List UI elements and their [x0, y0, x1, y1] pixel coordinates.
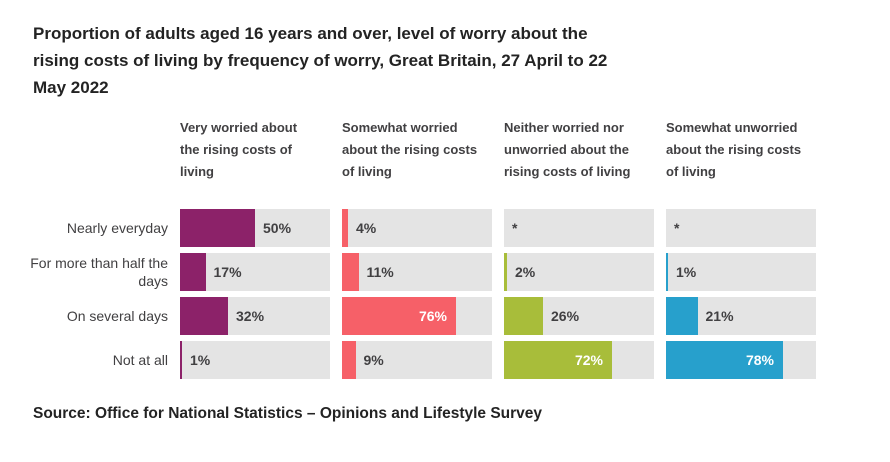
panel-header-3: Neither worried nor unworried about the ri… — [504, 117, 654, 203]
bar-cell: 9% — [342, 341, 492, 379]
panel-header-4: Somewhat unworried about the rising costs… — [666, 117, 816, 203]
bar-value-label: 78% — [745, 352, 774, 368]
panel-header-line: Somewhat worried — [342, 120, 458, 135]
bar-value-label: 17% — [213, 264, 242, 280]
chart-grid: Very worried about the rising costs of liv… — [0, 117, 890, 379]
bar — [180, 341, 182, 379]
bar-value-label: 21% — [705, 308, 734, 324]
bar-cell: 32% — [180, 297, 330, 335]
panel-header-line: Neither worried nor — [504, 120, 624, 135]
chart-title-line-1: Proportion of adults aged 16 years and o… — [33, 24, 588, 43]
panel-header-line: Somewhat unworried — [666, 120, 798, 135]
bar-cell: 78% — [666, 341, 816, 379]
bar-cell: 26% — [504, 297, 654, 335]
bar-cell: 50% — [180, 209, 330, 247]
bar-cell: 72% — [504, 341, 654, 379]
panel-header-line: living — [180, 164, 214, 179]
bar-value-label: 9% — [363, 352, 384, 368]
chart-title-line-2: rising costs of living by frequency of w… — [33, 51, 608, 70]
panel-header-line: about the rising costs — [666, 142, 802, 157]
chart-title: Proportion of adults aged 16 years and o… — [0, 0, 890, 101]
bar-cell: * — [504, 209, 654, 247]
bar-cell: 11% — [342, 253, 492, 291]
row-label: For more than half the days — [30, 255, 168, 289]
bar-value-label: 50% — [263, 220, 292, 236]
bar — [180, 253, 206, 291]
header-spacer — [0, 117, 168, 203]
bar: 72% — [504, 341, 612, 379]
bar-value-label: 11% — [366, 264, 394, 280]
panel-header-line: about the rising costs — [342, 142, 478, 157]
bar — [180, 297, 228, 335]
source-note: Source: Office for National Statistics –… — [33, 405, 543, 422]
panel-header-line: of living — [342, 164, 392, 179]
bar-value-label: 1% — [190, 352, 211, 368]
bar-value-label: 32% — [236, 308, 265, 324]
bar: 76% — [342, 297, 456, 335]
panel-header-line: of living — [666, 164, 716, 179]
row-label: On several days — [66, 308, 168, 324]
bar — [342, 253, 359, 291]
panel-header-line: Very worried about — [180, 120, 298, 135]
row-label: Nearly everyday — [66, 220, 168, 236]
bar-cell: 76% — [342, 297, 492, 335]
bar — [504, 253, 507, 291]
bar-cell: 17% — [180, 253, 330, 291]
suppressed-marker: * — [674, 220, 680, 236]
bar — [342, 209, 348, 247]
bar — [666, 297, 698, 335]
bar-value-label: 26% — [551, 308, 580, 324]
bar-cell: 1% — [666, 253, 816, 291]
bar — [342, 341, 356, 379]
panel-header-line: unworried about the — [504, 142, 629, 157]
suppressed-marker: * — [512, 220, 518, 236]
panel-header-2: Somewhat worried about the rising costs of… — [342, 117, 492, 203]
panel-header-line: the rising costs of — [180, 142, 292, 157]
bar-value-label: 76% — [418, 308, 447, 324]
bar-value-label: 72% — [574, 352, 603, 368]
bar-cell: * — [666, 209, 816, 247]
chart-title-line-3: May 2022 — [33, 78, 109, 97]
bar — [666, 253, 668, 291]
bar — [504, 297, 543, 335]
bar-value-label: 4% — [356, 220, 377, 236]
panel-header-1: Very worried about the rising costs of liv… — [180, 117, 330, 203]
bar-cell: 2% — [504, 253, 654, 291]
bar-cell: 4% — [342, 209, 492, 247]
row-label: Not at all — [112, 352, 168, 368]
bar-cell: 1% — [180, 341, 330, 379]
bar-cell: 21% — [666, 297, 816, 335]
bar-value-label: 2% — [515, 264, 536, 280]
bar: 78% — [666, 341, 783, 379]
bar — [180, 209, 255, 247]
panel-header-line: rising costs of living — [504, 164, 631, 179]
bar-value-label: 1% — [676, 264, 697, 280]
